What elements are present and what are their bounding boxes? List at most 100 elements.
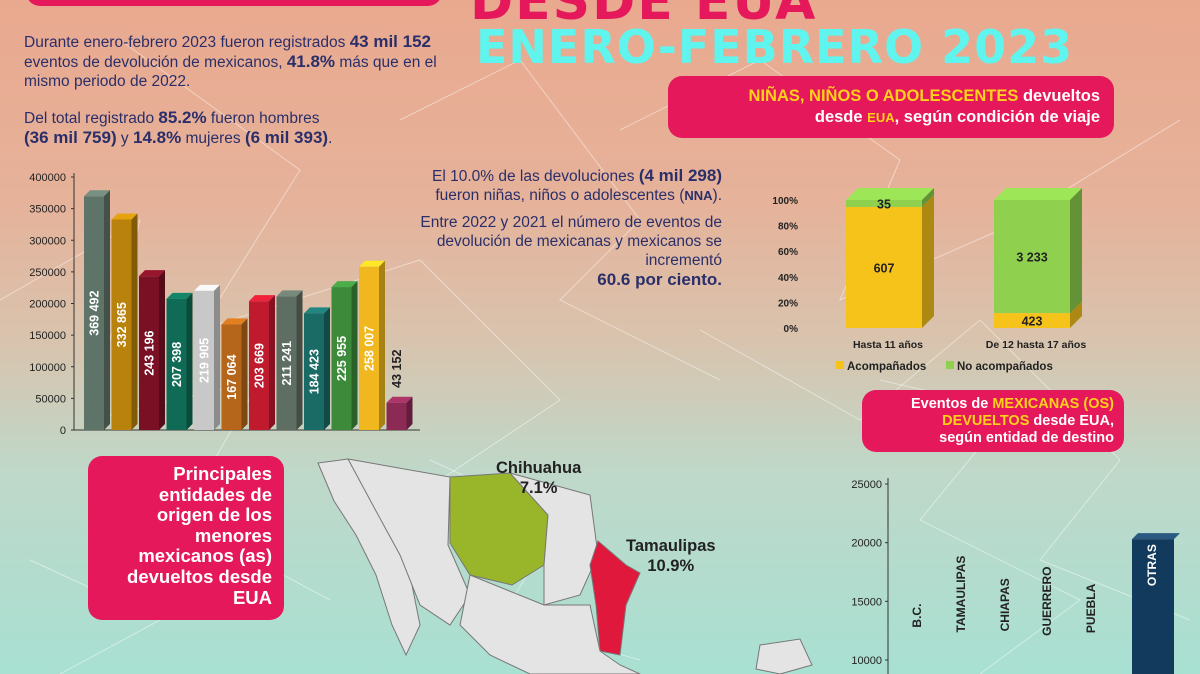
map-region-center <box>459 574 641 674</box>
bar-side-segment <box>922 194 934 328</box>
legend-label: No acompañados <box>957 361 1053 373</box>
bar-top <box>846 188 934 200</box>
y-tick-label: 20000 <box>851 538 882 550</box>
nna-paragraph-2: Entre 2022 y 2021 el número de eventos d… <box>420 214 722 289</box>
bar-side <box>324 307 330 430</box>
chihuahua-label: Chihuahua 7.1% <box>496 459 582 497</box>
segment-acompanados <box>994 313 1070 328</box>
bar-value-label: 258 007 <box>362 326 376 371</box>
category-label: De 12 hasta 17 años <box>986 339 1087 351</box>
bar-side-segment <box>1070 188 1082 314</box>
bar-side-segment <box>922 188 934 207</box>
bar-side <box>131 213 138 430</box>
bar <box>331 281 358 430</box>
tamaulipas-label: Tamaulipas 10.9% <box>626 537 716 575</box>
category-label: CHIAPAS <box>998 578 1012 631</box>
y-tick-label: 150000 <box>29 330 66 342</box>
bar-side <box>186 292 193 430</box>
bar <box>359 260 385 430</box>
intro-paragraph-1: Durante enero-febrero 2023 fueron regist… <box>24 32 437 90</box>
segment-value-label: 423 <box>1022 315 1043 329</box>
bar <box>111 213 138 430</box>
bar-top <box>249 295 275 302</box>
bar-front <box>84 196 104 430</box>
bar-value-label: 207 398 <box>170 342 184 387</box>
bar-front <box>221 324 242 430</box>
y-tick-label: 10000 <box>851 655 882 667</box>
y-tick-label: 20% <box>778 298 798 309</box>
bar-value-label: 369 492 <box>87 291 101 336</box>
map-region-sonora <box>347 458 471 626</box>
y-tick-label: 400000 <box>29 172 66 184</box>
y-tick-label: 80% <box>778 222 798 233</box>
bar-front <box>304 313 324 430</box>
bar-top <box>276 290 303 297</box>
title-line2: ENERO-FEBRERO 2023 <box>476 20 1074 74</box>
bar-value-label: 203 669 <box>252 343 266 388</box>
map-region-tamaulipas <box>589 540 641 656</box>
y-tick-label: 60% <box>778 247 798 258</box>
category-label: PUEBLA <box>1084 583 1098 633</box>
bar-top <box>139 270 165 277</box>
y-tick-label: 350000 <box>29 204 66 216</box>
bar-value-label: 167 064 <box>225 355 239 400</box>
legend-swatch <box>836 361 844 369</box>
bar-top <box>359 260 385 267</box>
category-label: TAMAULIPAS <box>954 556 968 633</box>
bar-front <box>194 290 214 430</box>
bar <box>249 295 275 430</box>
legend-swatch <box>946 361 954 369</box>
bar <box>139 270 165 430</box>
destination-title-box: Eventos de MEXICANAS (OS) DEVUELTOS desd… <box>862 390 1124 452</box>
stacked-bar <box>846 188 934 328</box>
category-label: B.C. <box>910 604 924 628</box>
bar-side-segment <box>1070 301 1082 328</box>
bar-side <box>159 270 165 430</box>
bar-top <box>304 307 330 314</box>
bar-side <box>104 190 110 430</box>
legend-label: Acompañados <box>847 361 926 373</box>
nna-title-box: NIÑAS, NIÑOS O ADOLESCENTES devueltos de… <box>668 76 1114 138</box>
intro-paragraph-2: Del total registrado 85.2% fueron hombre… <box>24 108 333 147</box>
y-tick-label: 50000 <box>35 393 66 405</box>
bar <box>276 290 303 430</box>
map-region-north-east <box>508 472 599 606</box>
bar-side <box>296 290 303 430</box>
mexico-map <box>317 458 813 674</box>
bar-side <box>351 281 358 430</box>
y-tick-label: 25000 <box>851 479 882 491</box>
bar-value-label: 43 152 <box>390 350 404 388</box>
y-tick-label: 0% <box>784 324 799 335</box>
segment-value-label: 35 <box>877 197 891 211</box>
segment-no-acompanados <box>846 200 922 207</box>
annual-returns-bar-chart: 0 50000 100000 150000 200000 250000 300000 3500… <box>29 172 420 437</box>
bar-front <box>386 402 407 430</box>
bar-otras <box>1132 539 1174 674</box>
y-tick-label: 40% <box>778 273 798 284</box>
stacked-bar <box>994 188 1082 328</box>
bar-value-label: 225 955 <box>335 336 349 381</box>
bar <box>194 284 220 430</box>
bar <box>386 396 413 430</box>
category-label: GUERRERO <box>1040 567 1054 636</box>
nna-paragraph-1: El 10.0% de las devoluciones (4 mil 298)… <box>432 166 722 204</box>
bar-side <box>406 396 413 430</box>
y-tick-label: 100000 <box>29 362 66 374</box>
travel-condition-stacked-chart: 0% 20% 40% 60% 80% 100% 607 35 Hasta 11 años 423 3… <box>772 188 1087 373</box>
bar-top <box>331 281 358 288</box>
category-label: Hasta 11 años <box>853 339 923 351</box>
bar <box>166 292 193 430</box>
bar-top <box>84 190 110 197</box>
bar-value-label: 332 865 <box>115 302 129 347</box>
y-tick-label: 200000 <box>29 299 66 311</box>
bar-front <box>139 276 159 430</box>
bar-value-label: 184 423 <box>307 349 321 394</box>
bar-front <box>359 266 379 430</box>
bar-value-label: 211 241 <box>280 341 294 386</box>
y-tick-label: 100% <box>772 196 798 207</box>
bar-side <box>241 318 248 430</box>
bar <box>304 307 330 430</box>
bar-value-label: 219 905 <box>197 338 211 383</box>
map-region-yucatan <box>755 638 813 674</box>
bar-front <box>111 219 132 430</box>
